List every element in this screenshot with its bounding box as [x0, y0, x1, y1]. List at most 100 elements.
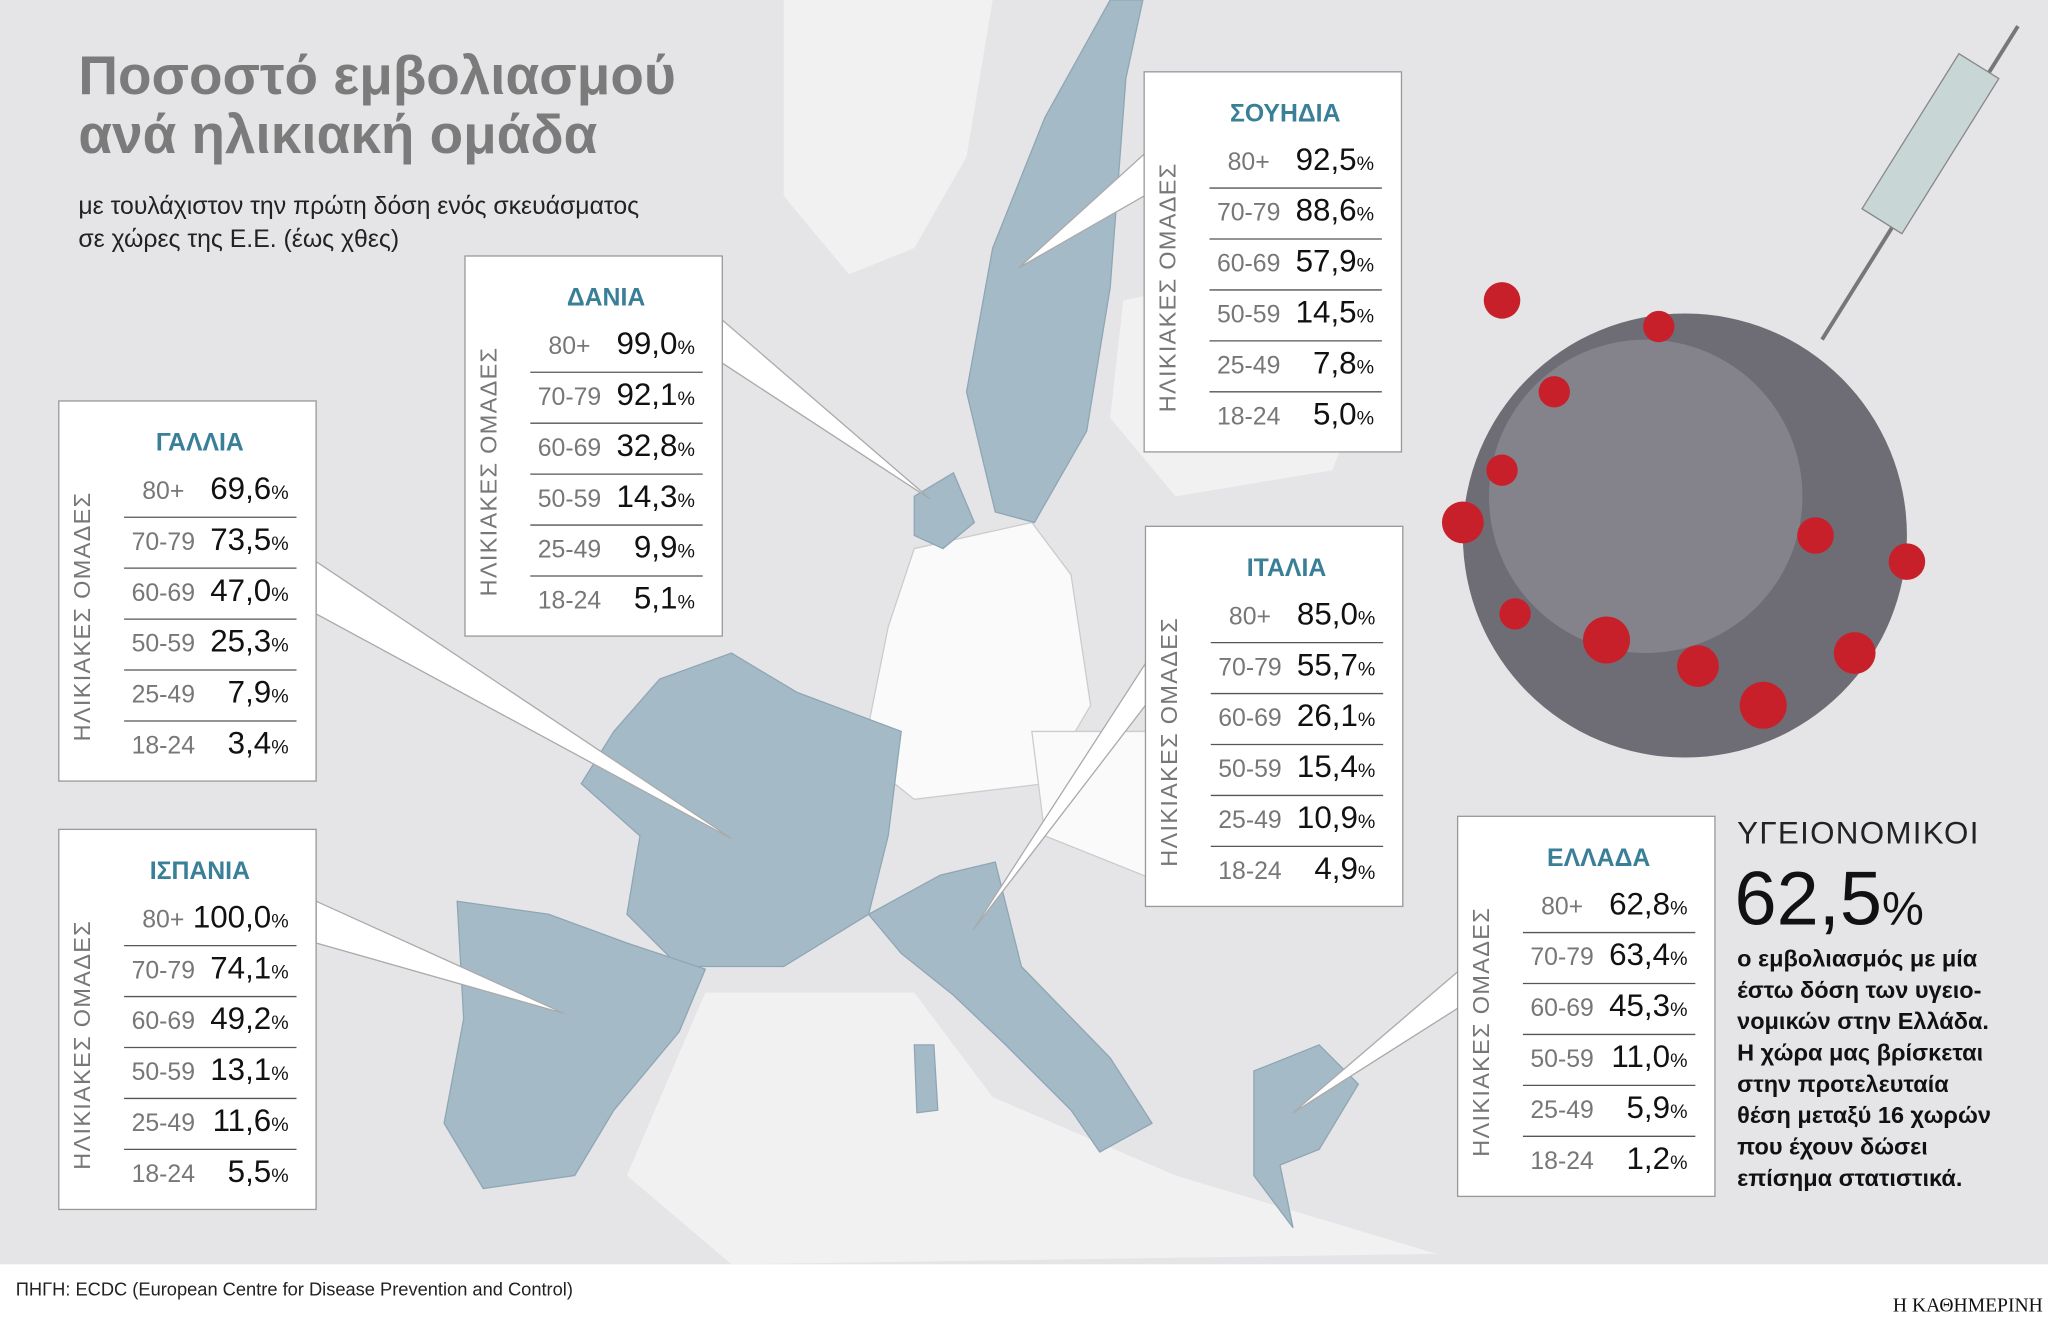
value: 7,8%	[1313, 346, 1374, 381]
age-label: 25-49	[1530, 1097, 1593, 1124]
value: 3,4%	[228, 726, 289, 761]
box	[58, 400, 317, 782]
map-denmark	[913, 471, 976, 550]
age-label: 80+	[1228, 149, 1270, 176]
box	[58, 828, 317, 1211]
value: 13,1%	[210, 1052, 288, 1087]
age-groups-label: ΗΛΙΚΙΑΚΕΣ ΟΜΑΔΕΣ	[69, 492, 95, 742]
subtitle: με τουλάχιστον την πρώτη δόση ενός σκευά…	[78, 193, 639, 220]
age-label: 25-49	[132, 682, 195, 709]
box	[464, 255, 723, 637]
country-box: ΙΤΑΛΙΑ ΗΛΙΚΙΑΚΕΣ ΟΜΑΔΕΣ 80+ 85,0% 70-79 55,7%…	[1144, 525, 1404, 908]
syringe	[1861, 52, 2000, 235]
value: 1,2%	[1627, 1141, 1688, 1176]
age-groups-label: ΗΛΙΚΙΑΚΕΣ ΟΜΑΔΕΣ	[475, 347, 501, 597]
age-label: 70-79	[1217, 200, 1280, 227]
age-groups-label: ΗΛΙΚΙΑΚΕΣ ΟΜΑΔΕΣ	[69, 920, 95, 1170]
map-greece	[1253, 1044, 1360, 1229]
age-label: 18-24	[1218, 858, 1282, 885]
value: 26,1%	[1297, 698, 1375, 733]
value: 74,1%	[210, 950, 288, 985]
health-text: νομικών στην Ελλάδα.	[1737, 1008, 1989, 1034]
country-name: ΙΤΑΛΙΑ	[1247, 555, 1327, 582]
health-value: 62,5%	[1735, 857, 1924, 942]
country-name: ΣΟΥΗΔΙΑ	[1230, 100, 1341, 127]
virus-illustration	[1441, 25, 2020, 758]
subtitle: σε χώρες της Ε.Ε. (έως χθες)	[78, 226, 399, 253]
title: Ποσοστό εμβολιασμού	[78, 44, 675, 106]
value: 5,5%	[228, 1154, 289, 1189]
map-sweden	[965, 0, 1144, 524]
map-highlighted	[443, 0, 1360, 1229]
age-label: 60-69	[1217, 251, 1280, 278]
age-label: 70-79	[538, 384, 601, 411]
age-label: 50-59	[132, 1059, 195, 1086]
map-corsica	[913, 1044, 939, 1114]
value: 15,4%	[1297, 749, 1375, 784]
country-box: ΕΛΛΑΔΑ ΗΛΙΚΙΑΚΕΣ ΟΜΑΔΕΣ 80+ 62,8% 70-79 63,4%…	[1456, 815, 1716, 1198]
virus-core	[1488, 339, 1803, 654]
health-text: Η χώρα μας βρίσκεται	[1737, 1040, 1983, 1066]
age-label: 18-24	[538, 588, 602, 615]
age-label: 25-49	[538, 537, 601, 564]
age-label: 50-59	[1218, 756, 1281, 783]
value: 92,5%	[1296, 142, 1374, 177]
country-name: ΓΑΛΛΙΑ	[156, 430, 244, 457]
value: 5,9%	[1627, 1090, 1688, 1125]
age-label: 18-24	[1217, 403, 1281, 430]
age-groups-label: ΗΛΙΚΙΑΚΕΣ ΟΜΑΔΕΣ	[1468, 907, 1494, 1157]
value: 69,6%	[210, 471, 288, 506]
age-label: 50-59	[538, 486, 601, 513]
age-label: 60-69	[538, 435, 601, 462]
map-france	[580, 652, 902, 968]
age-label: 80+	[142, 478, 184, 505]
health-text: θέση μεταξύ 16 χωρών	[1737, 1102, 1991, 1128]
value: 62,8%	[1609, 886, 1687, 921]
country-box: ΓΑΛΛΙΑ ΗΛΙΚΙΑΚΕΣ ΟΜΑΔΕΣ 80+ 69,6% 70-79 73,5%…	[58, 400, 317, 782]
value: 73,5%	[210, 522, 288, 557]
value: 25,3%	[210, 624, 288, 659]
age-label: 70-79	[1530, 944, 1593, 971]
value: 14,5%	[1296, 295, 1374, 330]
value: 88,6%	[1296, 193, 1374, 228]
age-label: 60-69	[132, 580, 195, 607]
title: ανά ηλικιακή ομάδα	[78, 103, 597, 165]
age-label: 50-59	[1530, 1046, 1593, 1073]
spikes	[1441, 282, 1926, 729]
value: 32,8%	[616, 428, 694, 463]
age-label: 18-24	[132, 1161, 196, 1188]
map-sea	[783, 0, 993, 275]
box	[1144, 525, 1404, 908]
age-label: 50-59	[132, 631, 195, 658]
value: 5,0%	[1313, 396, 1374, 431]
map-italy	[867, 861, 1153, 1153]
age-label: 60-69	[1530, 995, 1593, 1022]
health-text: έστω δόση των υγειο-	[1737, 977, 1981, 1003]
value: 92,1%	[616, 377, 694, 412]
age-label: 18-24	[132, 733, 196, 760]
value: 45,3%	[1609, 988, 1687, 1023]
age-label: 60-69	[1218, 705, 1281, 732]
age-label: 25-49	[132, 1110, 195, 1137]
age-label: 80+	[142, 906, 184, 933]
value: 5,1%	[634, 581, 695, 616]
value: 10,9%	[1297, 800, 1375, 835]
map-sea	[626, 992, 1437, 1265]
country-box: ΙΣΠΑΝΙΑ ΗΛΙΚΙΑΚΕΣ ΟΜΑΔΕΣ 80+ 100,0% 70-79 74,…	[58, 828, 317, 1211]
map-spain	[443, 900, 707, 1190]
pointers	[315, 152, 1459, 1114]
country-name: ΔΑΝΙΑ	[567, 285, 646, 312]
brand: Η ΚΑΘΗΜΕΡΙΝΗ	[1893, 1295, 2043, 1316]
country-name: ΙΣΠΑΝΙΑ	[150, 858, 250, 885]
value: 47,0%	[210, 573, 288, 608]
value: 14,3%	[616, 479, 694, 514]
country-box: ΔΑΝΙΑ ΗΛΙΚΙΑΚΕΣ ΟΜΑΔΕΣ 80+ 99,0% 70-79 92,1% 6…	[464, 255, 723, 637]
value: 63,4%	[1609, 937, 1687, 972]
value: 85,0%	[1297, 596, 1375, 631]
value: 4,9%	[1314, 851, 1375, 886]
value: 100,0%	[193, 899, 289, 934]
age-label: 25-49	[1217, 353, 1280, 380]
health-text: επίσημα στατιστικά.	[1737, 1165, 1962, 1191]
